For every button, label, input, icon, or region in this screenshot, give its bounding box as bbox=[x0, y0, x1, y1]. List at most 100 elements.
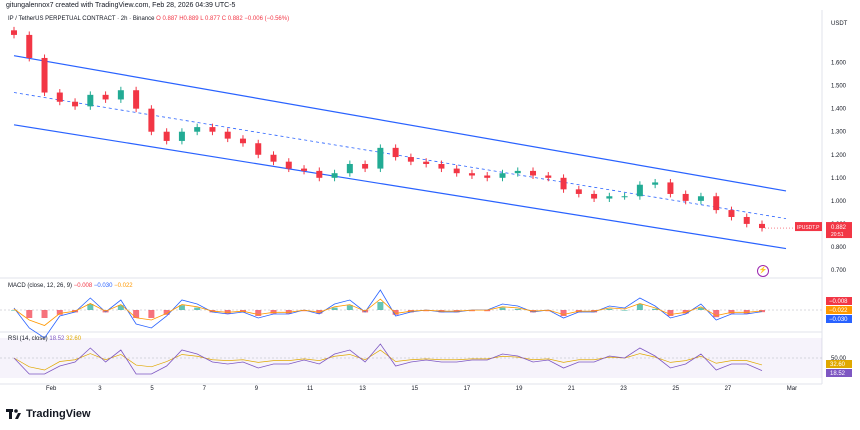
macd-histogram-bar bbox=[194, 307, 201, 310]
y-tick-label: 0.700 bbox=[831, 268, 847, 274]
tradingview-logo-icon bbox=[6, 409, 21, 419]
candle-body bbox=[652, 182, 659, 185]
macd-histogram-bar bbox=[652, 308, 659, 310]
y-tick-label: 1.300 bbox=[831, 130, 847, 136]
candle-body bbox=[285, 161, 292, 169]
candle-body bbox=[560, 177, 567, 190]
macd-histogram-bar bbox=[178, 305, 185, 310]
rsi-legend-name: RSI (14, close) bbox=[8, 336, 48, 342]
candle-body bbox=[316, 170, 323, 178]
macd-histogram-bar bbox=[484, 310, 491, 312]
macd-histogram-bar bbox=[728, 310, 735, 314]
credit-line: gitungalennox7 created with TradingView.… bbox=[6, 2, 236, 9]
candle-body bbox=[26, 34, 33, 58]
macd-histogram-bar bbox=[133, 310, 140, 318]
ohlc-close: C 0.882 bbox=[221, 16, 243, 22]
rsi-legend-v2: 32.60 bbox=[66, 336, 82, 342]
candle-body bbox=[209, 127, 216, 132]
macd-legend: MACD (close, 12, 26, 9) −0.008 −0.030 −0… bbox=[8, 283, 133, 289]
symbol-legend: IP / TetherUS PERPETUAL CONTRACT · 2h · … bbox=[8, 16, 289, 22]
candle-body bbox=[682, 193, 689, 201]
channel-lower-line bbox=[13, 124, 787, 250]
x-tick-label: Feb bbox=[46, 386, 57, 392]
candle-body bbox=[713, 196, 720, 211]
candle-body bbox=[102, 94, 109, 100]
candle-body bbox=[575, 189, 582, 194]
logo-text: TradingView bbox=[26, 408, 91, 420]
x-tick-label: 7 bbox=[203, 386, 207, 392]
symbol-badge-label: IPUSDT.P bbox=[797, 225, 820, 231]
x-tick-label: 19 bbox=[516, 386, 523, 392]
candle-body bbox=[697, 196, 704, 201]
macd-histogram-bar bbox=[117, 305, 124, 310]
x-tick-label: 15 bbox=[411, 386, 418, 392]
candle-body bbox=[438, 163, 445, 169]
macd-legend-v1: −0.008 bbox=[73, 283, 93, 289]
candle-body bbox=[484, 175, 491, 178]
macd-histogram-bar bbox=[11, 310, 17, 311]
rsi-ma-line bbox=[13, 349, 763, 371]
x-tick-label: 27 bbox=[725, 386, 732, 392]
price-badge-bg bbox=[826, 222, 852, 239]
x-tick-label: 25 bbox=[672, 386, 679, 392]
candle-body bbox=[178, 131, 185, 141]
candle-body bbox=[362, 163, 369, 169]
ohlc-low: L 0.877 bbox=[200, 16, 221, 22]
macd-line bbox=[13, 289, 763, 339]
macd-histogram-bar bbox=[636, 304, 643, 310]
candle-body bbox=[56, 92, 63, 102]
macd-histogram-bar bbox=[377, 302, 384, 310]
candle-body bbox=[133, 90, 140, 109]
macd-histogram-bar bbox=[346, 305, 353, 310]
macd-histogram-bar bbox=[743, 310, 750, 314]
macd-badge-bg bbox=[826, 306, 852, 314]
rsi-tick-label: 50.00 bbox=[831, 356, 847, 362]
macd-histogram-bar bbox=[56, 310, 63, 315]
macd-badge-value: −0.022 bbox=[829, 308, 848, 314]
x-tick-label: 5 bbox=[150, 386, 154, 392]
macd-histogram-bar bbox=[423, 310, 430, 312]
macd-histogram-bar bbox=[392, 310, 399, 315]
macd-histogram-bar bbox=[468, 310, 475, 312]
candle-body bbox=[346, 163, 353, 174]
channel-upper-line bbox=[13, 55, 787, 192]
macd-histogram-bar bbox=[255, 310, 262, 316]
channel-mid-line bbox=[13, 92, 787, 219]
candle-body bbox=[514, 170, 521, 174]
candle-body bbox=[72, 101, 79, 107]
lightning-icon[interactable]: ⚡ bbox=[757, 265, 769, 277]
price-badge-value: 0.882 bbox=[831, 225, 847, 231]
symbol-badge-bg bbox=[795, 222, 822, 232]
rsi-legend-v1: 18.52 bbox=[49, 336, 65, 342]
candle-body bbox=[407, 157, 414, 162]
candle-body bbox=[530, 170, 537, 176]
y-tick-label: 1.500 bbox=[831, 84, 847, 90]
macd-histogram-bar bbox=[148, 310, 155, 318]
macd-histogram-bar bbox=[301, 310, 308, 312]
candle-body bbox=[759, 223, 765, 229]
rsi-badge-value: 18.52 bbox=[830, 371, 846, 377]
x-tick-label: 11 bbox=[307, 386, 314, 392]
candle-body bbox=[636, 184, 643, 197]
macd-histogram-bar bbox=[667, 310, 674, 316]
x-tick-label: 17 bbox=[464, 386, 471, 392]
macd-histogram-bar bbox=[224, 310, 231, 314]
macd-histogram-bar bbox=[514, 308, 521, 310]
x-tick-label: 3 bbox=[98, 386, 102, 392]
macd-histogram-bar bbox=[713, 310, 720, 318]
candle-body bbox=[87, 94, 94, 107]
candle-body bbox=[41, 57, 48, 93]
y-tick-label: 1.100 bbox=[831, 176, 847, 182]
macd-histogram-bar bbox=[606, 308, 613, 310]
macd-histogram-bar bbox=[682, 310, 689, 314]
candle-body bbox=[163, 131, 170, 141]
macd-legend-v3: −0.022 bbox=[114, 283, 133, 289]
macd-histogram-bar bbox=[26, 310, 33, 318]
candle-body bbox=[255, 143, 262, 155]
candle-body bbox=[545, 175, 552, 178]
x-tick-label: 13 bbox=[359, 386, 366, 392]
ohlc-high: H0.889 bbox=[179, 16, 199, 22]
price-badge-countdown: 20:51 bbox=[831, 232, 844, 238]
ohlc-change: −0.006 (−0.56%) bbox=[244, 16, 290, 22]
